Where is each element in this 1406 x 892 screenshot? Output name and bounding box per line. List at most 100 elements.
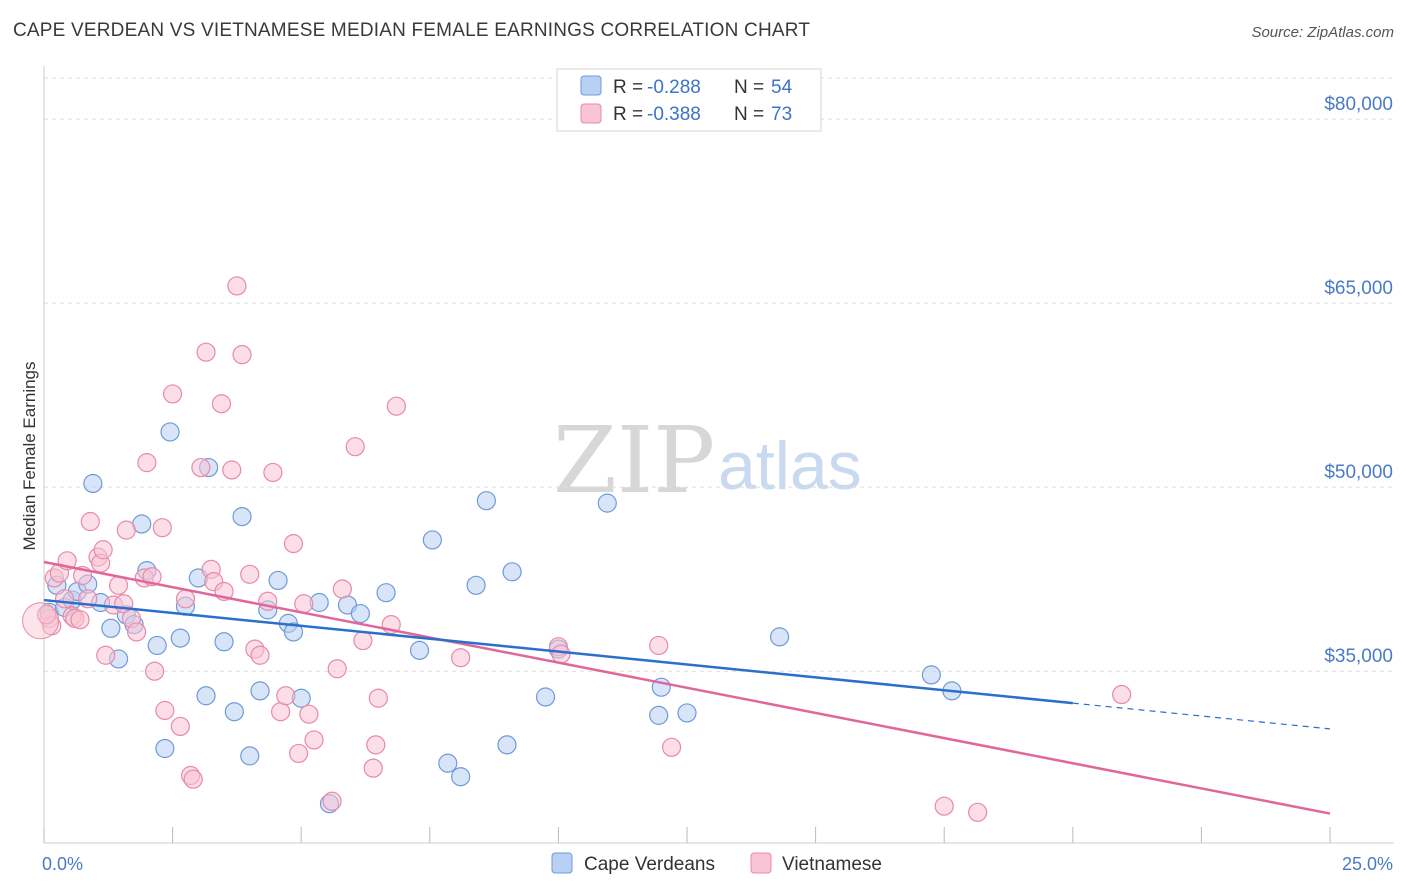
- point-1-11: [80, 511, 100, 532]
- point-1-27: [155, 700, 175, 721]
- point-1-48: [276, 686, 296, 706]
- point-0-20: [196, 686, 216, 706]
- point-1-71: [1112, 684, 1132, 705]
- point-0-47: [597, 493, 617, 513]
- point-0-44: [502, 562, 522, 582]
- point-0-15: [155, 738, 175, 759]
- chart-title: CAPE VERDEAN VS VIETNAMESE MEDIAN FEMALE…: [13, 20, 811, 41]
- y-tick-label-2: $65,000: [1324, 278, 1393, 299]
- point-1-72: [36, 605, 57, 625]
- point-1-34: [196, 342, 216, 362]
- point-1-54: [322, 791, 342, 811]
- point-1-55: [327, 659, 347, 679]
- point-1-32: [183, 769, 203, 789]
- point-0-14: [147, 635, 167, 656]
- point-0-37: [409, 640, 430, 660]
- legend-n-value-1: 73: [771, 104, 792, 125]
- point-0-26: [250, 681, 270, 701]
- x-tick-label-0: 0.0%: [42, 854, 83, 874]
- point-1-30: [175, 589, 196, 609]
- point-0-43: [497, 735, 517, 755]
- axes: [43, 66, 1394, 844]
- point-0-8: [101, 618, 121, 638]
- trend-line-cape-verdean: [43, 598, 1073, 705]
- point-1-61: [368, 688, 388, 708]
- point-1-46: [263, 462, 283, 483]
- point-1-66: [551, 644, 571, 664]
- point-0-25: [240, 746, 260, 766]
- point-1-37: [211, 394, 232, 414]
- legend-swatch-vietnamese: [580, 103, 602, 124]
- y-axis-ticks: $35,000 $50,000 $65,000 $80,000: [1324, 94, 1393, 667]
- point-1-23: [137, 453, 157, 473]
- point-0-22: [214, 632, 234, 652]
- point-1-14: [93, 540, 113, 560]
- point-0-28: [268, 570, 288, 591]
- point-1-44: [250, 645, 270, 665]
- point-1-59: [363, 758, 383, 778]
- legend: R = -0.288 N = 54 R = -0.388 N = 73: [556, 68, 822, 132]
- point-1-63: [386, 396, 406, 416]
- point-1-28: [163, 384, 183, 404]
- point-1-68: [661, 737, 682, 757]
- point-1-25: [144, 661, 165, 681]
- point-1-64: [451, 648, 471, 668]
- point-1-19: [116, 520, 136, 540]
- y-tick-label-1: $50,000: [1324, 462, 1393, 483]
- legend-swatch-cape-verdean: [580, 75, 602, 96]
- x-axis-ticks: 0.0% 25.0%: [42, 854, 1393, 874]
- point-0-45: [535, 687, 556, 707]
- point-1-60: [366, 735, 386, 755]
- point-0-50: [677, 703, 697, 723]
- bottom-legend-vietnamese: Vietnamese: [782, 854, 882, 875]
- point-1-8: [70, 610, 90, 630]
- point-1-57: [345, 437, 365, 457]
- point-0-36: [376, 583, 396, 603]
- point-0-35: [350, 603, 370, 624]
- legend-r-value-1: -0.388: [647, 104, 701, 125]
- point-1-15: [96, 645, 116, 665]
- trend-lines: [43, 560, 1331, 815]
- point-0-39: [438, 753, 458, 773]
- legend-r-label-0: R =: [613, 77, 643, 98]
- point-0-41: [466, 575, 486, 595]
- trend-line-vietnamese: [43, 560, 1331, 815]
- point-0-23: [224, 702, 244, 722]
- point-0-17: [170, 628, 190, 648]
- point-1-40: [227, 276, 247, 296]
- legend-n-label-1: N =: [734, 104, 764, 125]
- point-1-49: [283, 534, 304, 554]
- point-1-56: [332, 579, 352, 599]
- watermark: ZIP atlas: [553, 407, 862, 514]
- point-1-58: [353, 630, 373, 651]
- point-1-42: [240, 564, 260, 584]
- legend-r-label-1: R =: [613, 104, 643, 125]
- bottom-legend-swatch-vietnamese: [750, 852, 772, 874]
- vietnamese-points: [22, 276, 1132, 822]
- y-tick-label-3: $80,000: [1324, 94, 1393, 115]
- bottom-legend-swatch-cape-verdeans: [551, 852, 573, 874]
- legend-n-label-0: N =: [734, 77, 764, 98]
- source-credit: Source: ZipAtlas.com: [1251, 24, 1394, 41]
- point-1-47: [271, 702, 291, 722]
- point-0-24: [232, 507, 252, 527]
- point-1-69: [934, 796, 954, 816]
- watermark-zip: ZIP: [553, 407, 715, 514]
- bottom-legend-cape-verdeans: Cape Verdeans: [584, 854, 715, 875]
- point-0-51: [769, 627, 790, 647]
- point-0-38: [422, 530, 442, 550]
- point-1-41: [232, 345, 252, 365]
- point-1-51: [294, 594, 314, 614]
- point-0-16: [160, 422, 180, 442]
- point-1-50: [289, 743, 309, 764]
- point-1-39: [222, 460, 242, 480]
- point-0-52: [921, 665, 941, 685]
- legend-n-value-0: 54: [771, 77, 793, 98]
- point-cluster-large: [22, 602, 60, 640]
- point-1-4: [54, 589, 75, 609]
- point-0-42: [476, 491, 496, 511]
- x-tick-label-1: 25.0%: [1342, 854, 1393, 874]
- point-0-30: [283, 622, 304, 642]
- point-1-21: [126, 622, 147, 642]
